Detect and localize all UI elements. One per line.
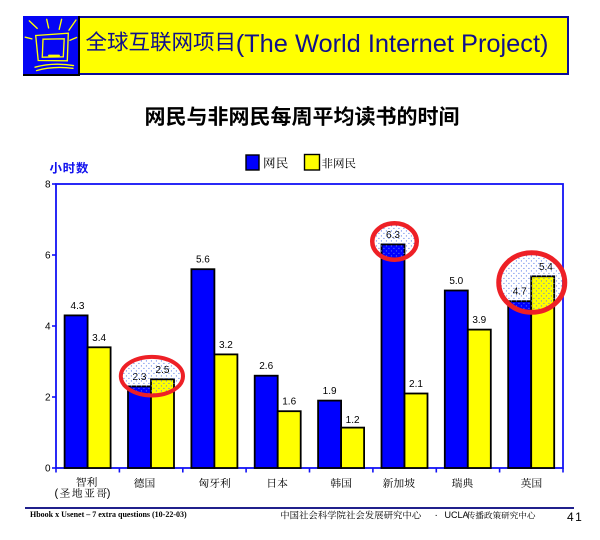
svg-text:8: 8 — [45, 180, 51, 191]
svg-text:·: · — [435, 510, 438, 521]
svg-text:2: 2 — [45, 393, 51, 404]
svg-text:3.4: 3.4 — [92, 333, 106, 344]
svg-text:5.0: 5.0 — [449, 276, 463, 287]
svg-text:4: 4 — [45, 322, 51, 333]
svg-text:): ) — [107, 488, 111, 500]
svg-text:(The World Internet Project): (The World Internet Project) — [236, 30, 549, 58]
svg-text:UCLA: UCLA — [445, 510, 469, 520]
svg-text:1.9: 1.9 — [323, 386, 337, 397]
svg-text:2.6: 2.6 — [259, 361, 273, 372]
svg-text:4.3: 4.3 — [71, 301, 85, 312]
svg-text:3.9: 3.9 — [472, 315, 486, 326]
svg-text:1.6: 1.6 — [282, 397, 296, 408]
svg-text:0: 0 — [45, 464, 51, 475]
svg-text:6: 6 — [45, 251, 51, 262]
svg-text:(: ( — [55, 488, 59, 500]
svg-text:5.6: 5.6 — [196, 255, 210, 266]
svg-text:2.1: 2.1 — [409, 379, 423, 390]
svg-text:1.2: 1.2 — [346, 415, 360, 426]
svg-text:3.2: 3.2 — [219, 340, 233, 351]
